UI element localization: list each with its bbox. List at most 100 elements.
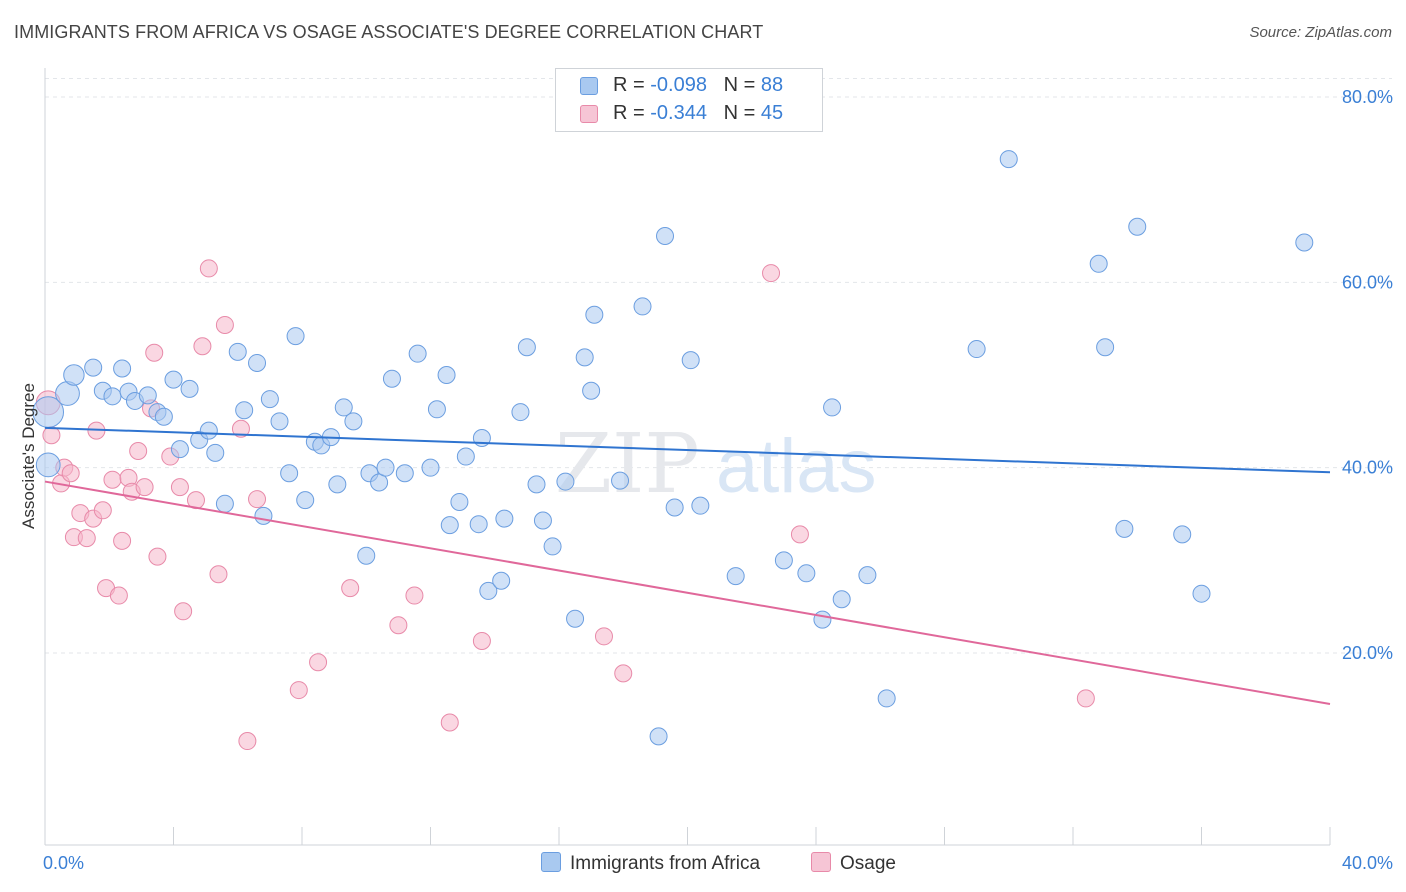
point-immigrants-from-africa — [1192, 584, 1211, 603]
point-immigrants-from-africa — [296, 491, 315, 510]
point-immigrants-from-africa — [1089, 254, 1108, 273]
point-immigrants-from-africa — [1115, 519, 1134, 538]
point-immigrants-from-africa — [999, 150, 1018, 169]
point-osage — [145, 343, 164, 362]
point-immigrants-from-africa — [113, 359, 132, 378]
point-immigrants-from-africa — [681, 351, 700, 370]
point-immigrants-from-africa — [877, 689, 896, 708]
point-immigrants-from-africa — [517, 338, 536, 357]
trend-line-africa — [44, 426, 1331, 474]
legend-item-africa[interactable]: Immigrants from Africa — [541, 852, 760, 875]
point-immigrants-from-africa — [575, 348, 594, 367]
point-immigrants-from-africa — [63, 364, 85, 386]
point-immigrants-from-africa — [1128, 217, 1147, 236]
point-immigrants-from-africa — [35, 452, 61, 478]
point-immigrants-from-africa — [215, 494, 234, 513]
point-immigrants-from-africa — [440, 516, 459, 535]
point-immigrants-from-africa — [334, 398, 353, 417]
point-osage — [103, 470, 122, 489]
point-osage — [472, 631, 491, 650]
point-osage — [135, 478, 154, 497]
point-immigrants-from-africa — [254, 506, 273, 525]
point-osage — [238, 732, 257, 751]
legend-label-osage: Osage — [840, 853, 896, 874]
watermark-zip: ZIP — [555, 417, 700, 512]
point-immigrants-from-africa — [437, 366, 456, 384]
point-immigrants-from-africa — [582, 381, 601, 400]
africa-legend-icon — [541, 852, 561, 872]
osage-r-label: R = — [613, 102, 651, 124]
africa-swatch-icon — [580, 77, 598, 95]
point-osage — [170, 478, 189, 497]
osage-swatch-icon — [580, 105, 598, 123]
point-immigrants-from-africa — [170, 440, 189, 459]
legend-item-osage[interactable]: Osage — [811, 852, 896, 875]
point-immigrants-from-africa — [180, 379, 199, 398]
point-immigrants-from-africa — [164, 370, 183, 389]
point-osage — [289, 681, 308, 700]
point-immigrants-from-africa — [823, 398, 842, 417]
point-immigrants-from-africa — [691, 496, 710, 515]
point-immigrants-from-africa — [270, 412, 289, 431]
point-immigrants-from-africa — [469, 515, 488, 534]
gridlines — [45, 77, 1392, 654]
point-immigrants-from-africa — [479, 581, 498, 600]
point-immigrants-from-africa — [556, 472, 575, 491]
point-immigrants-from-africa — [395, 464, 414, 483]
africa-r-value: -0.098 — [650, 74, 707, 96]
point-immigrants-from-africa — [774, 551, 793, 570]
point-immigrants-from-africa — [370, 473, 389, 492]
point-immigrants-from-africa — [492, 571, 511, 590]
x-tick-label: 40.0% — [1342, 853, 1393, 873]
point-osage — [614, 664, 633, 683]
scatter-points — [32, 106, 1314, 751]
point-immigrants-from-africa — [797, 564, 816, 583]
point-osage — [1076, 689, 1095, 708]
point-immigrants-from-africa — [280, 464, 299, 483]
point-osage — [193, 337, 212, 356]
point-immigrants-from-africa — [206, 443, 225, 462]
y-tick-label: 60.0% — [1342, 272, 1393, 292]
point-immigrants-from-africa — [199, 421, 218, 440]
watermark: ZIP atlas — [555, 417, 877, 512]
point-osage — [174, 602, 193, 621]
point-immigrants-from-africa — [832, 590, 851, 609]
point-osage — [405, 586, 424, 605]
point-osage — [209, 565, 228, 584]
chart-title: IMMIGRANTS FROM AFRICA VS OSAGE ASSOCIAT… — [14, 22, 764, 42]
point-immigrants-from-africa — [967, 340, 986, 359]
point-immigrants-from-africa — [248, 353, 267, 372]
point-osage — [42, 426, 61, 445]
africa-n-label: N = — [723, 74, 761, 96]
point-immigrants-from-africa — [511, 403, 530, 422]
osage-n-value: 45 — [760, 102, 784, 124]
point-immigrants-from-africa — [527, 475, 546, 494]
point-immigrants-from-africa — [427, 400, 446, 419]
watermark-atlas: atlas — [716, 424, 877, 509]
point-immigrants-from-africa — [228, 342, 247, 361]
x-tick-label: 0.0% — [43, 853, 84, 873]
point-immigrants-from-africa — [533, 511, 552, 530]
point-osage — [389, 616, 408, 635]
point-immigrants-from-africa — [138, 386, 157, 405]
y-axis-label: Associate's Degree — [19, 383, 38, 529]
africa-r-label: R = — [613, 74, 651, 96]
point-osage — [61, 464, 80, 483]
point-osage — [148, 547, 167, 566]
point-immigrants-from-africa — [1173, 525, 1192, 544]
point-osage — [215, 315, 234, 334]
point-immigrants-from-africa — [154, 407, 173, 426]
point-osage — [93, 501, 112, 520]
point-immigrants-from-africa — [611, 471, 630, 490]
tick-labels: 20.0% 40.0% 60.0% 80.0% 0.0% 40.0% — [43, 87, 1393, 873]
point-immigrants-from-africa — [103, 387, 122, 406]
point-immigrants-from-africa — [656, 227, 675, 245]
point-osage — [341, 579, 360, 598]
y-tick-label: 40.0% — [1342, 458, 1393, 478]
osage-legend-icon — [811, 852, 831, 872]
trend-line-osage — [44, 480, 1331, 705]
point-immigrants-from-africa — [357, 546, 376, 565]
point-immigrants-from-africa — [543, 537, 562, 556]
africa-n-value: 88 — [760, 74, 784, 96]
